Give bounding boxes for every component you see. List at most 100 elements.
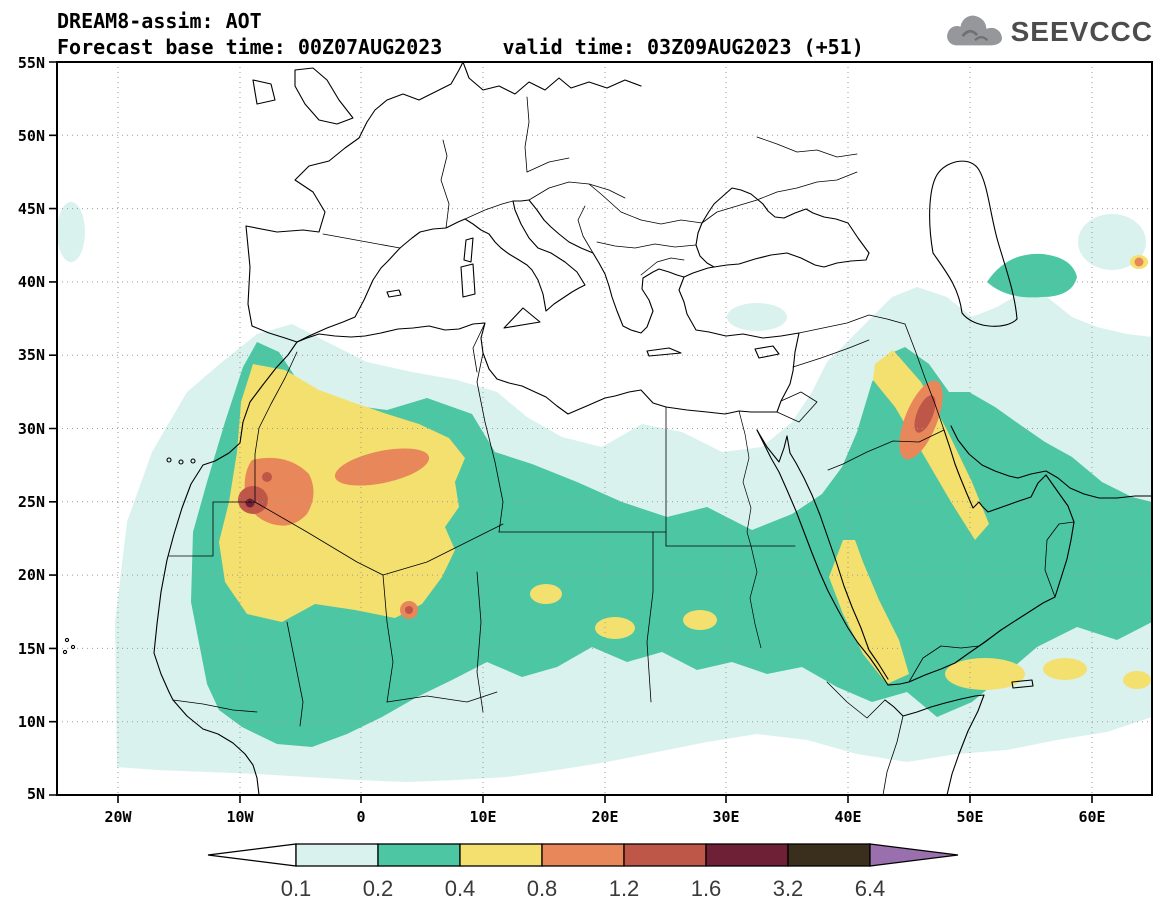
- colorbar-tick: 3.2: [773, 876, 804, 901]
- border-line: [286, 621, 304, 727]
- aot-yellow-gulf: [873, 350, 989, 540]
- border-line: [476, 571, 484, 713]
- border-line: [882, 715, 904, 795]
- border-line: [172, 699, 258, 713]
- lon-label: 10E: [469, 808, 496, 826]
- coastline-iran: [950, 425, 1152, 499]
- lat-label: 15N: [18, 640, 45, 658]
- colorbar-tick: 0.8: [527, 876, 558, 901]
- lon-label: 40E: [834, 808, 861, 826]
- coastline-france-italy: [399, 199, 586, 312]
- border-line: [908, 629, 1002, 683]
- lon-label: 10W: [226, 808, 254, 826]
- seevccc-logo: SEEVCCC: [944, 12, 1153, 52]
- island-cyprus: [754, 345, 780, 359]
- coastline-ireland: [252, 79, 276, 105]
- aot-yellow-patch: [530, 584, 562, 604]
- aot-cyan-patch: [1078, 214, 1146, 270]
- lat-label: 55N: [18, 54, 45, 72]
- coastline-blacksea: [713, 252, 870, 268]
- plot-titles: DREAM8-assim: AOT Forecast base time: 00…: [57, 8, 864, 60]
- cloud-logo-icon: [946, 15, 1002, 46]
- colorbar-segment: [623, 843, 707, 867]
- coastline-redsea-west: [756, 429, 889, 686]
- coastline-blacksea-north: [695, 187, 870, 268]
- aot-teal-caspian: [987, 253, 1077, 298]
- colorbar-tick: 0.1: [281, 876, 312, 901]
- border-line: [476, 352, 504, 533]
- border-line: [776, 391, 818, 423]
- border-line: [577, 205, 594, 254]
- nile-river: [738, 410, 762, 649]
- aot-brick-iran: [914, 395, 936, 433]
- border-line: [382, 574, 394, 703]
- map-area: 55N 50N 45N 40N 35N 30N 25N 20N 15N 10N …: [18, 54, 1153, 826]
- lon-label: 30E: [712, 808, 739, 826]
- coastline-egypt-maghreb: [296, 322, 778, 415]
- colorbar-tick: 1.2: [609, 876, 640, 901]
- colorbar-tick: 6.4: [855, 876, 886, 901]
- colorbar-segment: [459, 843, 543, 867]
- lat-axis: 55N 50N 45N 40N 35N 30N 25N 20N 15N 10N …: [18, 54, 45, 803]
- border-line: [798, 314, 906, 334]
- aot-yellow-patch: [595, 617, 635, 639]
- lon-label: 50E: [956, 808, 983, 826]
- border-line: [528, 181, 626, 201]
- aot-cyan-patch: [727, 303, 787, 331]
- colorbar-arrow-right: [869, 843, 959, 867]
- lon-label: 20W: [104, 808, 132, 826]
- geography: [62, 62, 1152, 795]
- colorbar-segment: [541, 843, 625, 867]
- coastline-britain: [294, 67, 354, 125]
- aot-brick-dot: [262, 472, 272, 482]
- aot-cyan-patch: [57, 202, 85, 262]
- lat-label: 50N: [18, 127, 45, 145]
- border-line: [792, 339, 870, 368]
- aot-yellow-aden: [1043, 658, 1087, 680]
- lat-label: 25N: [18, 493, 45, 511]
- border-line: [254, 501, 384, 576]
- lat-label: 45N: [18, 200, 45, 218]
- aot-orange-algeria: [334, 448, 430, 486]
- border-line: [464, 200, 514, 220]
- lon-axis: 20W 10W 0 10E 20E 30E 40E 50E 60E: [104, 808, 1105, 826]
- border-line: [588, 183, 703, 225]
- island-capeverde: [64, 637, 70, 643]
- border-line: [322, 233, 401, 249]
- lon-label: 0: [356, 808, 365, 826]
- aot-yellow-patch: [683, 610, 717, 630]
- border-line: [386, 691, 498, 703]
- lat-label: 20N: [18, 566, 45, 584]
- lon-label: 60E: [1078, 808, 1105, 826]
- border-line: [382, 523, 504, 576]
- lat-label: 40N: [18, 273, 45, 291]
- colorbar-tick: 1.6: [691, 876, 722, 901]
- colorbar-arrow-left: [207, 843, 297, 867]
- aot-yellow-redsea: [829, 540, 909, 684]
- border-line: [756, 136, 858, 158]
- island-sardinia: [460, 263, 476, 298]
- border-line: [440, 139, 450, 229]
- border-line: [524, 96, 530, 173]
- aot-yellow-westafrica: [219, 364, 465, 622]
- coastline: [462, 62, 642, 95]
- border-line: [701, 171, 858, 224]
- aot-yellow-patch: [1123, 671, 1151, 689]
- aot-field: [57, 202, 1152, 782]
- island-sicily: [503, 307, 541, 329]
- border-line: [640, 257, 685, 276]
- aot-yellow-aden: [945, 658, 1025, 690]
- island-socotra: [1011, 679, 1034, 689]
- aot-maroon-dot: [245, 498, 255, 508]
- logo-text: SEEVCCC: [1010, 16, 1153, 47]
- aot-level-1p6: [245, 498, 255, 508]
- island-canary: [178, 459, 184, 465]
- border-line: [168, 501, 256, 557]
- coastline-iberia: [245, 225, 401, 343]
- axis-ticks: [49, 61, 1093, 803]
- coastline-westafrica: [153, 341, 298, 795]
- plot-title: DREAM8-assim: AOT: [57, 9, 262, 33]
- coastline: [245, 62, 464, 233]
